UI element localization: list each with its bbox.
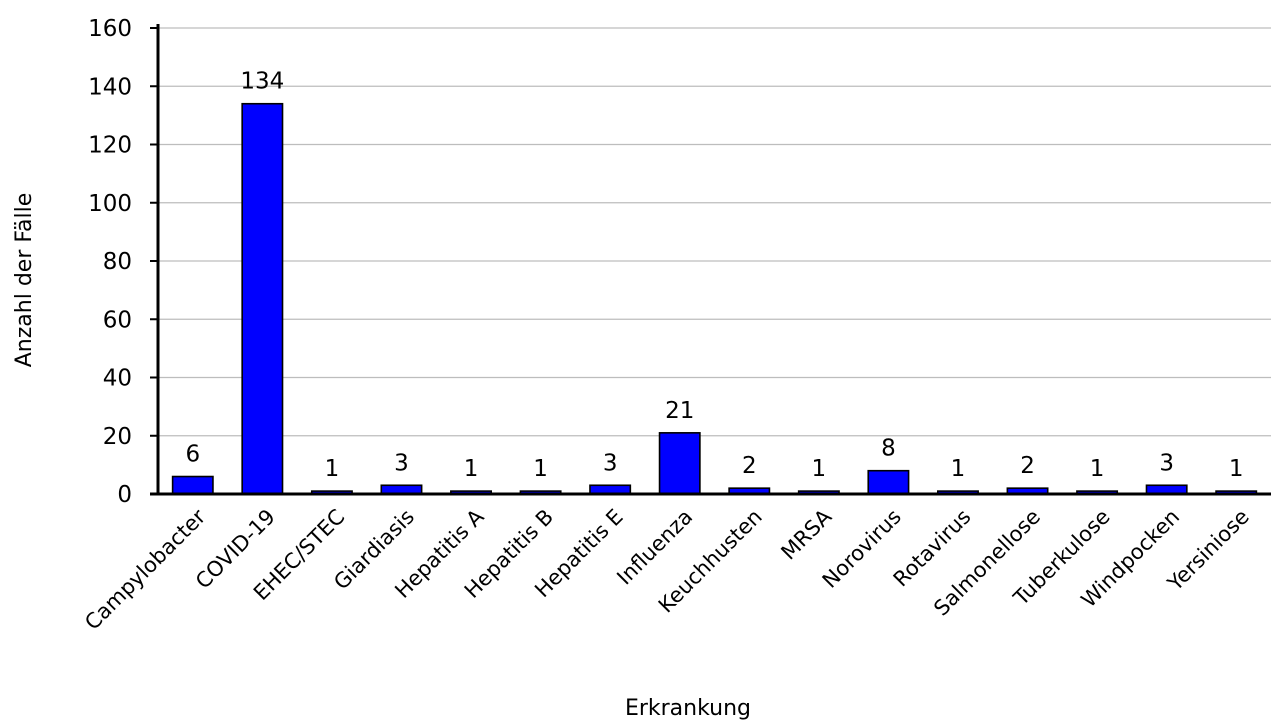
bar-campylobacter [171,475,214,495]
axes [150,24,1271,496]
data-label: 1 [533,456,548,482]
y-tick-label: 20 [103,424,132,450]
y-tick-label: 160 [88,16,132,42]
y-tick-label: 120 [88,133,132,159]
data-label: 1 [464,456,479,482]
gridlines [158,27,1271,437]
data-label: 1 [325,456,340,482]
data-label: 134 [240,69,284,95]
bar-influenza [658,432,701,495]
y-tick-label: 80 [103,249,132,275]
data-label: 6 [185,442,200,468]
data-label: 21 [665,398,694,424]
y-tick-label: 40 [103,366,132,392]
data-label: 3 [603,450,618,476]
data-label: 3 [394,450,409,476]
data-label: 1 [1090,456,1105,482]
x-tick-label: Campylobacter [80,504,210,634]
data-label: 1 [1229,456,1244,482]
y-tick-labels: 0 20 40 60 80 100 120 140 160 [88,16,132,508]
data-label: 2 [1020,453,1035,479]
y-tick-label: 140 [88,74,132,100]
x-tick-label: MRSA [776,504,836,564]
bar-norovirus [867,469,910,495]
data-label: 3 [1159,450,1174,476]
x-tick-labels: CampylobacterCOVID-19EHEC/STECGiardiasis… [80,504,1254,635]
x-axis-title: Erkrankung [625,696,751,720]
data-label: 8 [881,436,896,462]
data-label: 1 [951,456,966,482]
y-tick-label: 0 [117,482,132,508]
y-tick-label: 100 [88,191,132,217]
data-label: 1 [812,456,827,482]
bar-covid-19 [241,102,284,495]
y-axis-title: Anzahl der Fälle [12,193,37,368]
y-tick-label: 60 [103,307,132,333]
data-label: 2 [742,453,757,479]
